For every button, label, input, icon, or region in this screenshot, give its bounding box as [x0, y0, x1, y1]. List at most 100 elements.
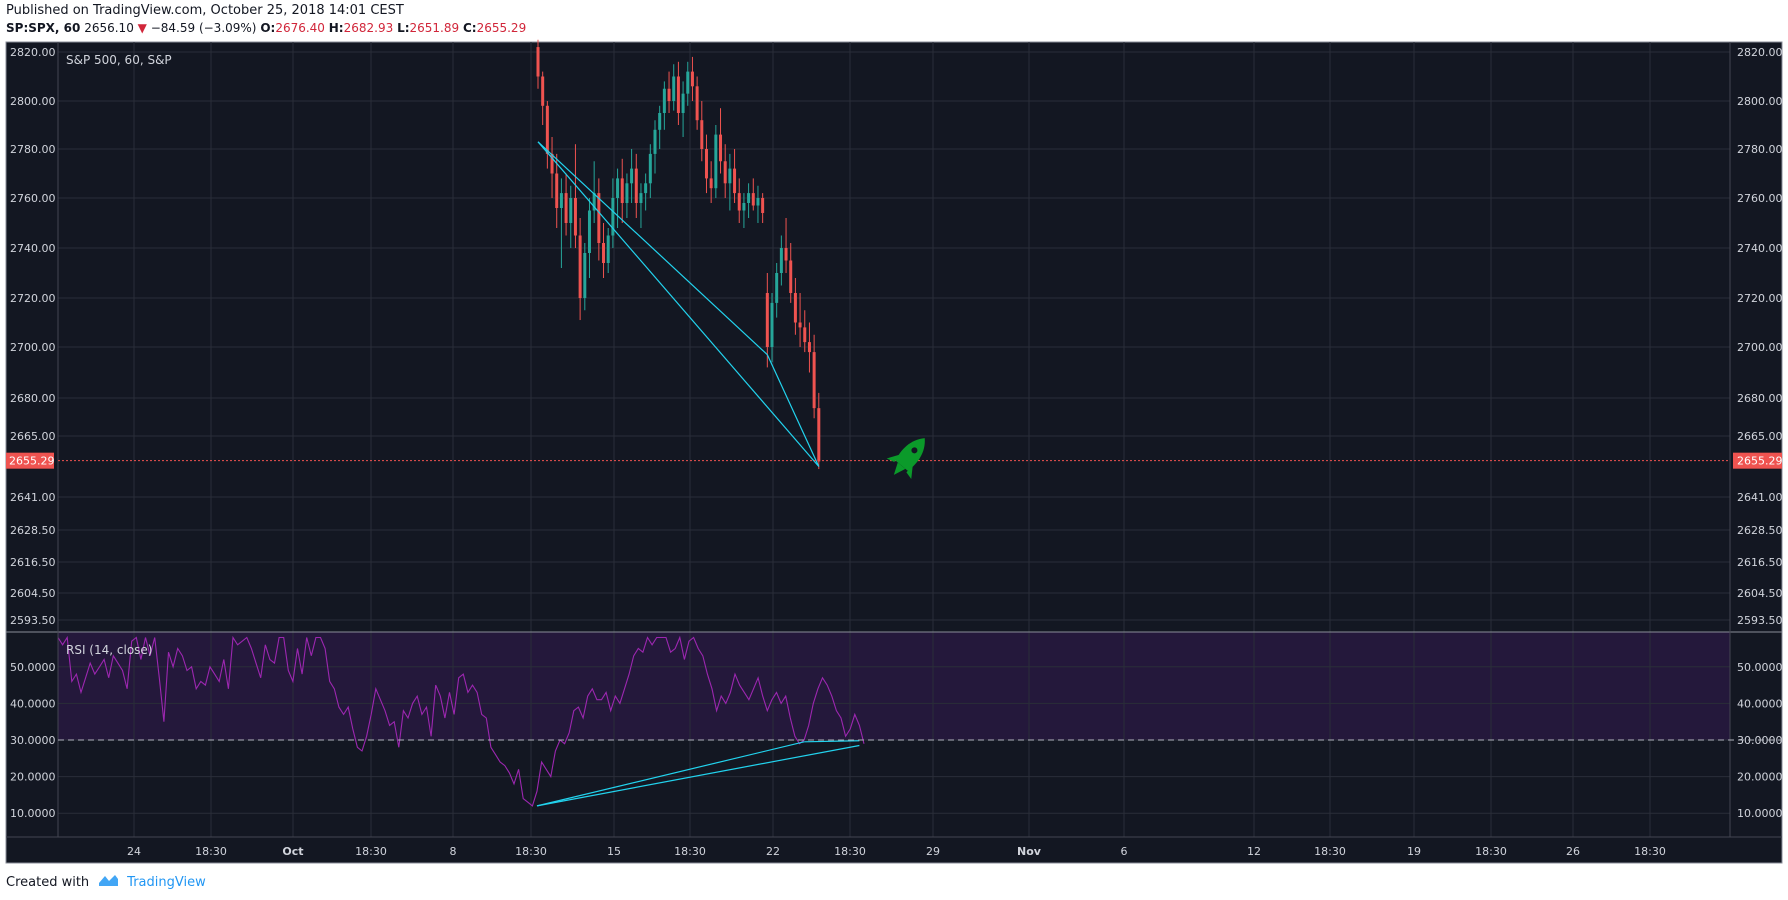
last-price: 2656.10 — [84, 21, 134, 35]
candle-body — [686, 71, 690, 94]
candle-body — [630, 168, 634, 184]
last-price-tag-right — [1733, 452, 1782, 469]
price-tick-left: 2820.00 — [10, 46, 56, 59]
main-pane-title: S&P 500, 60, S&P — [66, 53, 172, 67]
open-value: 2676.40 — [275, 21, 325, 35]
candle-body — [653, 129, 657, 154]
close-label: C: — [462, 21, 477, 35]
candle-body — [784, 248, 788, 261]
candle-body — [672, 76, 676, 101]
candle-body — [620, 178, 624, 203]
price-tick-left: 2628.50 — [10, 524, 56, 537]
price-tick-right: 2628.50 — [1737, 524, 1783, 537]
x-tick-label: 22 — [766, 845, 780, 858]
x-tick-label: 8 — [450, 845, 457, 858]
price-tick-right: 2665.00 — [1737, 430, 1783, 443]
rsi-tick-right: 40.0000 — [1737, 697, 1783, 710]
candle-body — [639, 193, 643, 203]
candle-body — [681, 93, 685, 113]
tradingview-link[interactable]: TradingView — [127, 874, 206, 890]
candle-body — [761, 198, 765, 213]
candle-body — [634, 168, 638, 203]
candle-body — [578, 235, 582, 298]
x-tick-label: 29 — [926, 845, 940, 858]
x-tick-label: 18:30 — [1475, 845, 1507, 858]
change-value: −84.59 (−3.09%) — [150, 21, 257, 35]
x-tick-label: 18:30 — [515, 845, 547, 858]
price-tick-right: 2700.00 — [1737, 341, 1783, 354]
rsi-series-line — [57, 635, 865, 807]
last-price-tag-left — [6, 452, 54, 469]
price-tick-right: 2820.00 — [1737, 46, 1783, 59]
last-price-label-right: 2655.29 — [1737, 455, 1783, 468]
low-value: 2651.89 — [409, 21, 460, 35]
candle-body — [587, 210, 591, 253]
candle-body — [559, 193, 563, 208]
price-tick-left: 2665.00 — [10, 430, 56, 443]
price-tick-right: 2616.50 — [1737, 556, 1783, 569]
candle-body — [555, 173, 559, 208]
rsi-tick-left: 50.0000 — [10, 661, 56, 674]
high-value: 2682.93 — [343, 21, 394, 35]
price-trendline — [766, 354, 820, 467]
price-tick-right: 2604.50 — [1737, 587, 1783, 600]
candle-body — [807, 342, 811, 353]
candle-body — [690, 71, 694, 87]
rsi-trendline — [536, 744, 860, 807]
created-with-text: Created with — [6, 874, 90, 890]
rsi-trendline — [804, 740, 860, 743]
candle-body — [733, 168, 737, 194]
candle-body — [789, 260, 793, 293]
rsi-tick-left: 40.0000 — [10, 697, 56, 710]
price-tick-left: 2641.00 — [10, 491, 56, 504]
price-tick-left: 2604.50 — [10, 587, 56, 600]
x-tick-label: 26 — [1566, 845, 1580, 858]
candle-body — [695, 86, 699, 121]
rsi-tick-right: 50.0000 — [1737, 661, 1783, 674]
footer: Created with TradingView — [6, 873, 206, 891]
candle-body — [793, 293, 797, 323]
candle-body — [625, 183, 629, 203]
candle-body — [775, 273, 779, 303]
candle-body — [709, 178, 713, 189]
candle-body — [602, 243, 606, 263]
open-label: O: — [260, 21, 276, 35]
rsi-tick-left: 10.0000 — [10, 807, 56, 820]
price-tick-left: 2780.00 — [10, 143, 56, 156]
candle-body — [742, 203, 746, 211]
rocket-icon — [886, 438, 925, 480]
candle-body — [541, 76, 545, 106]
rsi-tick-left: 20.0000 — [10, 771, 56, 784]
grid — [58, 42, 1730, 837]
candle-body — [728, 168, 732, 184]
x-tick-label: 18:30 — [834, 845, 866, 858]
tradingview-logo-icon — [97, 873, 119, 891]
x-tick-label: 24 — [127, 845, 141, 858]
candle-body — [597, 193, 601, 243]
candle-body — [573, 198, 577, 236]
price-tick-left: 2740.00 — [10, 242, 56, 255]
candle-body — [714, 134, 718, 189]
x-tick-label: 18:30 — [674, 845, 706, 858]
candle-body — [719, 134, 723, 162]
low-label: L: — [397, 21, 410, 35]
price-tick-left: 2680.00 — [10, 392, 56, 405]
candle-body — [606, 235, 610, 263]
candle-body — [648, 153, 652, 184]
price-tick-right: 2593.50 — [1737, 614, 1783, 627]
price-tick-left: 2800.00 — [10, 95, 56, 108]
candle-body — [658, 113, 662, 130]
candle-body — [751, 193, 755, 206]
x-tick-label: 12 — [1247, 845, 1261, 858]
x-tick-label: Oct — [282, 845, 303, 858]
price-tick-right: 2780.00 — [1737, 143, 1783, 156]
rsi-band — [58, 632, 1730, 740]
x-tick-label: 18:30 — [1314, 845, 1346, 858]
published-line: Published on TradingView.com, October 25… — [6, 3, 404, 18]
change-down-icon: ▼ — [137, 21, 147, 35]
candle-body — [700, 120, 704, 149]
candle-body — [644, 183, 648, 194]
candle-body — [583, 253, 587, 298]
candle-body — [817, 408, 821, 462]
